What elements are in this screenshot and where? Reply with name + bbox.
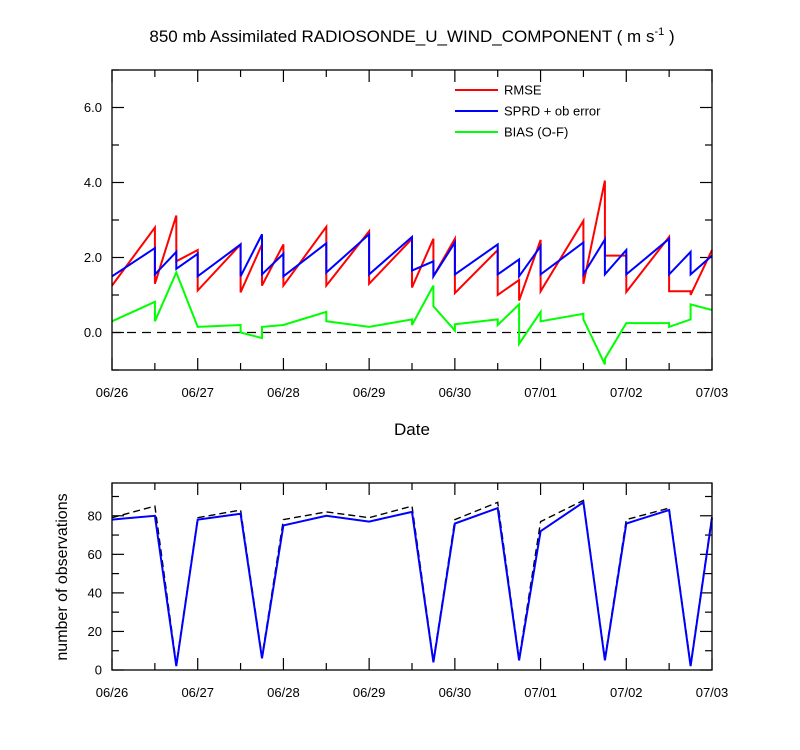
bottom-panel-series: [111, 499, 713, 667]
top-panel: 0.0 2.0 4.0 6.0 06/26 06/27 06/28 06/29 06/30 07…: [84, 69, 729, 439]
x-tick-label: 06/27: [181, 385, 214, 400]
y-tick-label: 60: [88, 547, 102, 562]
top-panel-frame: [111, 69, 713, 371]
top-panel-x-tick-labels: 06/26 06/27 06/28 06/29 06/30 07/01 07/02 07/03: [96, 385, 729, 400]
y-tick-label: 6.0: [84, 100, 102, 115]
y-tick-label: 80: [88, 508, 102, 523]
y-tick-label: 20: [88, 624, 102, 639]
x-tick-label: 07/03: [696, 685, 729, 700]
legend-label: RMSE: [504, 83, 542, 98]
series-line-sprd-ob-error: [111, 232, 713, 280]
x-tick-label: 07/01: [524, 685, 557, 700]
x-tick-label: 06/29: [353, 685, 386, 700]
legend-label: BIAS (O-F): [504, 125, 568, 140]
series-line-rmse: [111, 180, 713, 301]
top-panel-series: [111, 180, 713, 365]
x-tick-label: 06/29: [353, 385, 386, 400]
x-tick-label: 06/30: [439, 385, 472, 400]
series-line-possible-observations: [111, 499, 713, 665]
y-tick-label: 0.0: [84, 325, 102, 340]
top-panel-ticks: [111, 69, 713, 371]
x-tick-label: 06/28: [267, 385, 300, 400]
x-tick-label: 06/27: [181, 685, 214, 700]
x-axis-label: Date: [394, 420, 430, 439]
y-tick-label: 0: [95, 663, 102, 678]
chart-title-main: 850 mb Assimilated RADIOSONDE_U_WIND_COM…: [149, 27, 654, 46]
series-line-bias-o-f: [111, 269, 713, 365]
x-tick-label: 07/02: [610, 385, 643, 400]
x-tick-label: 06/28: [267, 685, 300, 700]
legend: RMSE SPRD + ob error BIAS (O-F): [455, 83, 601, 140]
x-tick-label: 07/02: [610, 685, 643, 700]
y-tick-label: 2.0: [84, 250, 102, 265]
legend-label: SPRD + ob error: [504, 104, 601, 119]
x-tick-label: 07/01: [524, 385, 557, 400]
x-tick-label: 07/03: [696, 385, 729, 400]
x-tick-label: 06/26: [96, 385, 129, 400]
bottom-panel: 0 20 40 60 80 06/26 06/27 06/28 06/29 06/30 07/01…: [54, 482, 729, 700]
top-panel-y-tick-labels: 0.0 2.0 4.0 6.0: [84, 100, 102, 340]
x-tick-label: 06/26: [96, 685, 129, 700]
chart-title: 850 mb Assimilated RADIOSONDE_U_WIND_COM…: [149, 26, 674, 46]
y-tick-label: 40: [88, 585, 102, 600]
x-tick-label: 06/30: [439, 685, 472, 700]
y-axis-label: number of observations: [54, 493, 71, 660]
chart-title-suffix: ): [664, 27, 674, 46]
bottom-panel-frame: [111, 482, 713, 671]
y-tick-label: 4.0: [84, 175, 102, 190]
bottom-panel-y-tick-labels: 0 20 40 60 80: [88, 508, 102, 677]
bottom-panel-x-tick-labels: 06/26 06/27 06/28 06/29 06/30 07/01 07/02 07/03: [96, 685, 729, 700]
chart-title-unit-superscript: -1: [654, 26, 664, 38]
series-line-used-observations: [111, 500, 713, 667]
